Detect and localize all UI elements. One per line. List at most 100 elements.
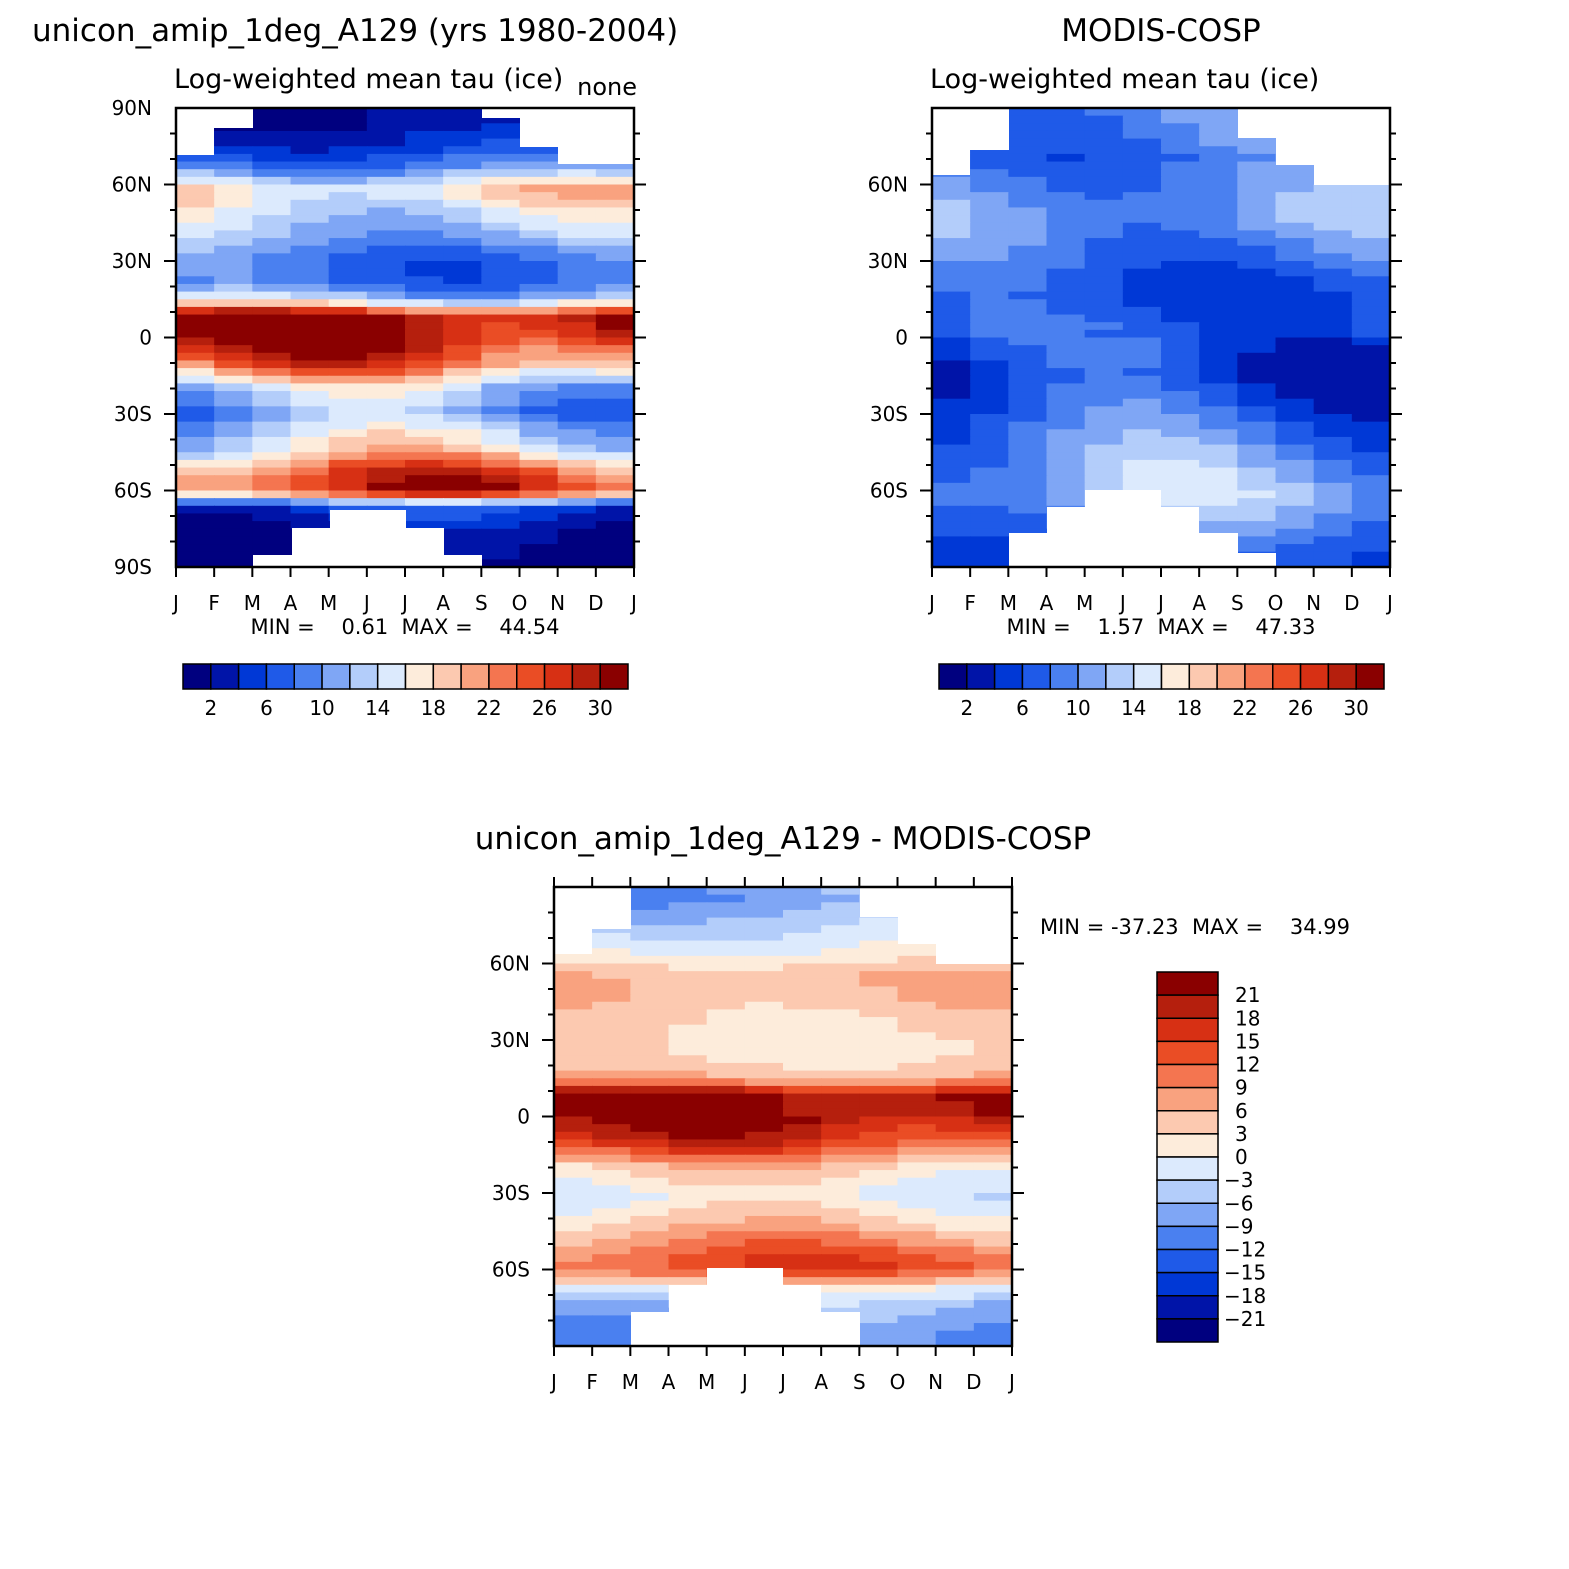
- diff-contour-cell: [859, 1254, 899, 1263]
- diff-contour-cell: [935, 1323, 975, 1332]
- diff-contour-cell: [821, 971, 861, 980]
- obs-contour-cell: [1275, 490, 1315, 499]
- model-contour-cell: [214, 391, 254, 400]
- model-contour-cell: [481, 513, 521, 522]
- model-contour-cell: [519, 169, 559, 178]
- diff-contour-cell: [668, 1108, 708, 1118]
- diff-contour-cell: [973, 1101, 1012, 1110]
- diff-contour-cell: [973, 1170, 1012, 1179]
- diff-contour-cell: [630, 1101, 670, 1110]
- obs-contour-cell: [1046, 391, 1086, 400]
- diff-contour-cell: [592, 940, 632, 949]
- model-contour-cell: [443, 245, 483, 255]
- diff-contour-cell: [973, 1162, 1012, 1171]
- model-contour-cell: [557, 352, 597, 362]
- model-contour-cell: [290, 253, 330, 262]
- diff-contour-cell: [706, 917, 746, 927]
- model-contour-cell: [557, 222, 597, 232]
- obs-contour-cell: [1161, 329, 1200, 339]
- obs-contour-cell: [1046, 161, 1086, 170]
- obs-contour-cell: [970, 536, 1010, 545]
- obs-contour-cell: [1046, 314, 1086, 323]
- obs-contour-cell: [1199, 528, 1239, 538]
- diff-contour-cell: [897, 1254, 937, 1263]
- obs-contour-cell: [1008, 436, 1048, 446]
- diff-contour-cell: [935, 1292, 975, 1301]
- model-contour-cell: [176, 153, 215, 163]
- obs-contour-cell: [1275, 452, 1315, 461]
- obs-contour-cell: [932, 475, 971, 484]
- diff-contour-cell: [706, 971, 746, 980]
- model-contour-cell: [214, 153, 254, 163]
- model-contour-cell: [366, 391, 406, 400]
- diff-contour-cell: [668, 1246, 708, 1255]
- model-contour-cell: [595, 444, 634, 454]
- obs-contour-cell: [1084, 161, 1124, 170]
- obs-contour-cell: [1084, 268, 1124, 278]
- model-x-tick-label: A: [436, 591, 450, 615]
- model-contour-cell: [214, 261, 254, 270]
- diff-contour-cell: [821, 1078, 861, 1087]
- obs-contour-cell: [1199, 482, 1239, 492]
- diff-contour-cell: [554, 1193, 593, 1202]
- model-contour-cell: [252, 536, 292, 545]
- obs-contour-cell: [1122, 337, 1162, 346]
- diff-contour-cell: [821, 1223, 861, 1233]
- obs-contour-cell: [932, 238, 971, 247]
- obs-contour-cell: [1008, 123, 1048, 132]
- model-contour-cell: [557, 199, 597, 209]
- diff-contour-cell: [897, 986, 937, 995]
- obs-contour-cell: [1084, 436, 1124, 446]
- obs-contour-cell: [1237, 268, 1277, 278]
- obs-contour-cell: [1161, 322, 1200, 331]
- diff-contour-cell: [554, 1177, 593, 1187]
- diff-contour-cell: [592, 1292, 632, 1301]
- model-contour-cell: [366, 161, 406, 170]
- obs-contour-cell: [970, 391, 1010, 400]
- diff-contour-cell: [554, 1261, 593, 1271]
- diff-contour-cell: [783, 917, 822, 927]
- diff-missing-data-masks: [554, 887, 1012, 1346]
- obs-contour-cell: [1084, 291, 1124, 301]
- diff-contour-cell: [668, 1238, 708, 1248]
- model-contour-cell: [290, 238, 330, 247]
- model-contour-cell: [595, 253, 634, 262]
- obs-contour-cell: [1084, 215, 1124, 224]
- diff-contour-cell: [821, 1215, 861, 1225]
- diff-contour-cell: [783, 1185, 822, 1194]
- obs-contour-cell: [1199, 291, 1239, 301]
- diff-contour-cell: [783, 955, 822, 965]
- obs-colorbar-box: [1049, 663, 1079, 690]
- model-contour-cell: [519, 268, 559, 278]
- obs-contour-cell: [1008, 215, 1048, 224]
- obs-contour-cell: [970, 230, 1010, 239]
- model-contour-cell: [481, 306, 521, 316]
- diff-contour-cell: [744, 1017, 784, 1026]
- model-contour-cell: [252, 436, 292, 446]
- model-x-tick-label: N: [550, 591, 565, 615]
- diff-contour-cell: [973, 1277, 1012, 1286]
- diff-contour-cell: [630, 940, 670, 949]
- model-contour-cell: [176, 368, 215, 377]
- model-contour-cell: [366, 322, 406, 331]
- diff-contour-cell: [744, 1078, 784, 1087]
- model-contour-cell: [595, 498, 634, 507]
- model-contour-cell: [405, 161, 444, 170]
- model-contour-cell: [328, 192, 368, 201]
- diff-contour-cell: [668, 1055, 708, 1064]
- obs-contour-cell: [970, 421, 1010, 431]
- diff-contour-cell: [668, 1001, 708, 1011]
- model-colorbar-box: [349, 663, 379, 690]
- model-contour-cell: [366, 199, 406, 209]
- diff-contour-cell: [706, 955, 746, 965]
- model-contour-cell: [481, 276, 521, 285]
- model-contour-cell: [557, 291, 597, 301]
- model-contour-cell: [481, 505, 521, 515]
- obs-contour-cell: [1275, 528, 1315, 538]
- obs-contour-cell: [1046, 329, 1086, 339]
- obs-contour-cell: [1199, 467, 1239, 476]
- diff-contour-cell: [668, 917, 708, 927]
- model-contour-cell: [214, 268, 254, 278]
- model-contour-cell: [519, 559, 559, 567]
- model-contour-cell: [176, 276, 215, 285]
